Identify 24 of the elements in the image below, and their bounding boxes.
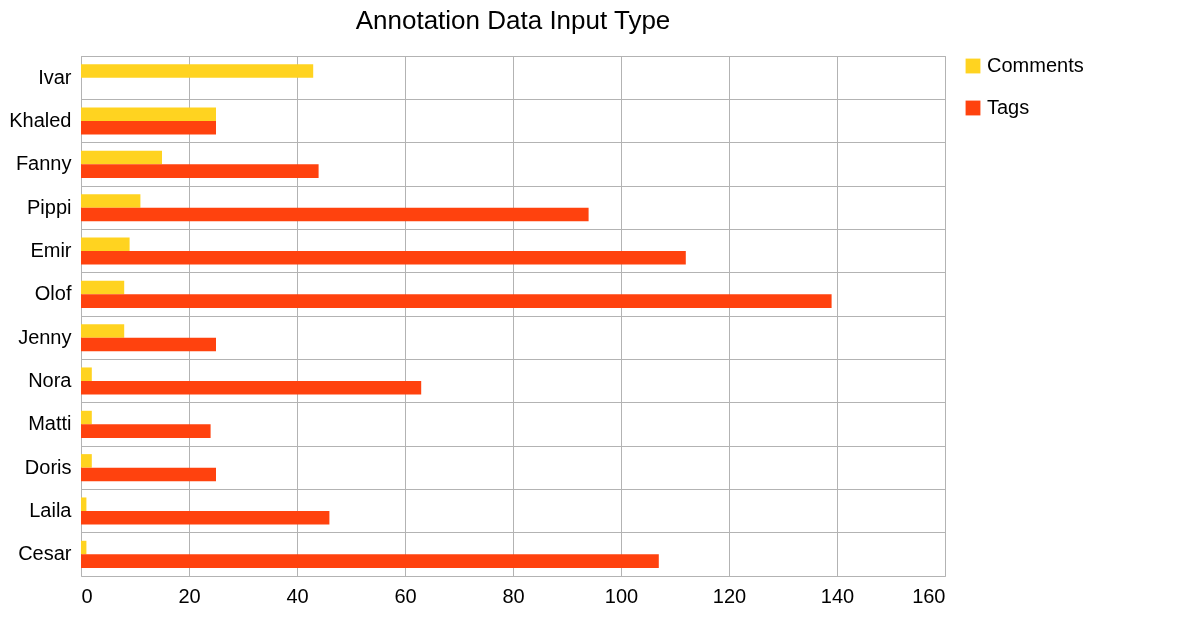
x-tick-label: 160 [912,584,946,607]
y-tick-label: Cesar [18,542,72,565]
y-tick-label: Matti [28,412,72,435]
x-tick-label: 120 [712,584,747,607]
y-tick-label: Pippi [27,195,72,218]
chart-title: Annotation Data Input Type [355,5,671,35]
x-tick-label: 80 [502,584,525,607]
y-tick-label: Khaled [9,109,72,131]
x-tick-label: 0 [81,584,93,607]
x-tick-label: 40 [286,584,309,607]
legend-label: Comments [987,54,1084,76]
y-tick-label: Nora [28,369,73,391]
y-tick-label: Doris [24,455,72,478]
y-tick-label: Laila [29,499,73,521]
x-tick-label: 60 [394,584,417,607]
y-tick-label: Olof [34,282,72,305]
x-tick-label: 20 [178,584,201,607]
legend-label: Tags [987,96,1030,118]
y-tick-label: Ivar [38,65,72,88]
x-tick-label: 100 [604,584,639,607]
y-tick-label: Fanny [15,152,72,175]
y-tick-label: Emir [30,239,72,261]
y-tick-label: Jenny [18,325,72,348]
x-tick-label: 140 [820,584,855,607]
